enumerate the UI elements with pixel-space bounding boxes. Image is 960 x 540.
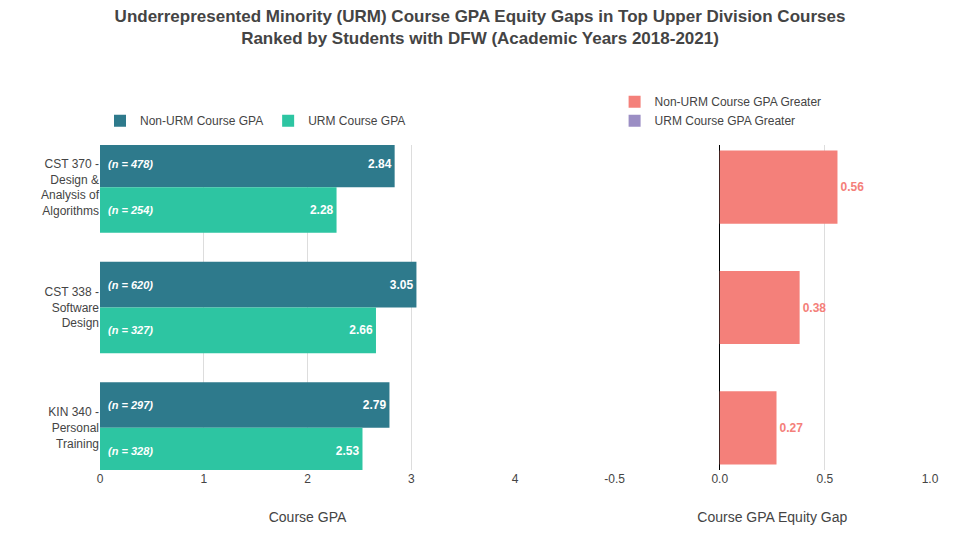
svg-text:2.66: 2.66 bbox=[349, 323, 373, 337]
svg-text:2.53: 2.53 bbox=[336, 444, 360, 458]
svg-text:1: 1 bbox=[200, 472, 207, 486]
svg-text:0.56: 0.56 bbox=[840, 180, 864, 194]
svg-text:CST 370 -Design &Analysis ofAl: CST 370 -Design &Analysis ofAlgorithms bbox=[41, 157, 100, 218]
svg-text:KIN 340 -PersonalTraining: KIN 340 -PersonalTraining bbox=[48, 405, 99, 450]
svg-text:0.0: 0.0 bbox=[711, 472, 728, 486]
svg-text:Course GPA Equity Gap: Course GPA Equity Gap bbox=[697, 509, 847, 525]
svg-text:(n = 327): (n = 327) bbox=[108, 324, 153, 336]
svg-text:3.05: 3.05 bbox=[390, 278, 414, 292]
svg-text:URM Course GPA Greater: URM Course GPA Greater bbox=[655, 114, 795, 128]
svg-text:(n = 328): (n = 328) bbox=[108, 445, 153, 457]
svg-text:1.0: 1.0 bbox=[922, 472, 939, 486]
svg-text:2: 2 bbox=[304, 472, 311, 486]
svg-text:0.27: 0.27 bbox=[780, 421, 804, 435]
svg-text:0: 0 bbox=[97, 472, 104, 486]
svg-text:CST 338 -SoftwareDesign: CST 338 -SoftwareDesign bbox=[45, 285, 100, 330]
svg-text:2.84: 2.84 bbox=[368, 157, 392, 171]
svg-text:Non-URM Course GPA Greater: Non-URM Course GPA Greater bbox=[655, 95, 822, 109]
svg-text:4: 4 bbox=[512, 472, 519, 486]
svg-text:URM Course GPA: URM Course GPA bbox=[308, 114, 405, 128]
svg-text:2.79: 2.79 bbox=[363, 398, 387, 412]
svg-text:2.28: 2.28 bbox=[310, 203, 334, 217]
svg-text:Course GPA: Course GPA bbox=[269, 509, 347, 525]
svg-text:(n = 254): (n = 254) bbox=[108, 204, 153, 216]
svg-text:(n = 620): (n = 620) bbox=[108, 279, 153, 291]
svg-text:0.38: 0.38 bbox=[803, 301, 827, 315]
svg-text:(n = 297): (n = 297) bbox=[108, 399, 153, 411]
svg-text:3: 3 bbox=[408, 472, 415, 486]
svg-text:0.5: 0.5 bbox=[817, 472, 834, 486]
svg-text:-0.5: -0.5 bbox=[604, 472, 625, 486]
svg-text:(n = 478): (n = 478) bbox=[108, 158, 153, 170]
svg-text:Non-URM Course GPA: Non-URM Course GPA bbox=[140, 114, 263, 128]
svg-text:Underrepresented Minority (URM: Underrepresented Minority (URM) Course G… bbox=[115, 7, 846, 48]
